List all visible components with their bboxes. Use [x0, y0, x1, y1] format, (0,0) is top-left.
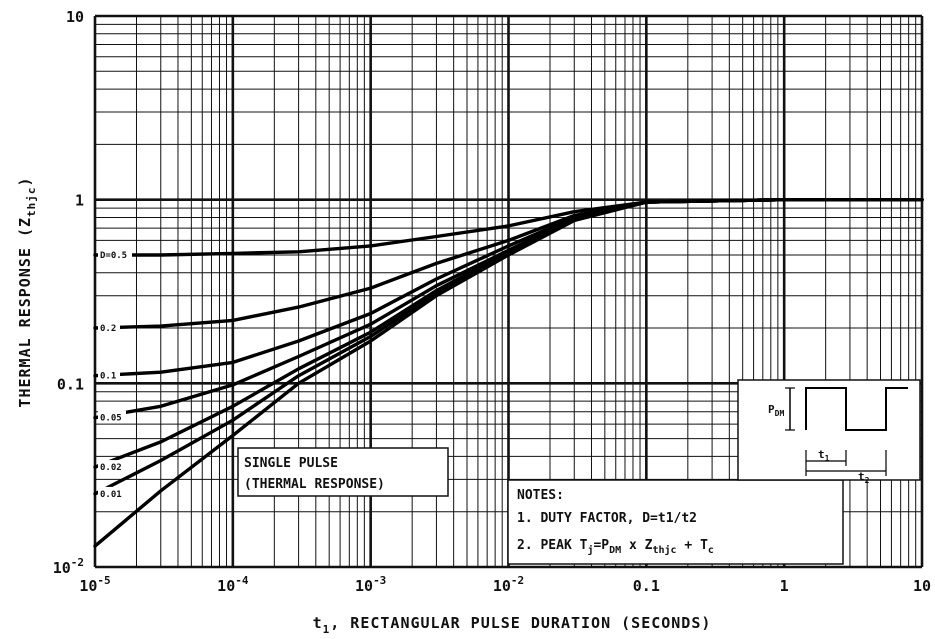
single-pulse-label-line1: SINGLE PULSE: [244, 456, 338, 471]
y-tick-label: 10: [66, 8, 84, 26]
duty-label-bg: [98, 321, 120, 333]
duty-label: 0.02: [100, 463, 122, 473]
x-tick-labels: 10-5 10-4 10-3 10-2 0.1 1 10: [79, 574, 931, 595]
curves: [93, 198, 924, 548]
x-tick-label: 10-3: [355, 574, 386, 595]
x-tick-label: 10-2: [493, 574, 524, 595]
note-1: 1. DUTY FACTOR, D=t1/t2: [517, 511, 697, 526]
t1-label: t1: [818, 448, 830, 463]
notes-title: NOTES:: [517, 488, 564, 503]
pdm-label: PDM: [768, 403, 784, 418]
y-tick-label: 10-2: [53, 556, 84, 577]
duty-label: D=0.5: [100, 251, 127, 261]
x-tick-label: 0.1: [633, 577, 660, 595]
duty-label: 0.05: [100, 414, 122, 424]
single-pulse-label-line2: (THERMAL RESPONSE): [244, 477, 385, 492]
inset-box: [737, 379, 921, 481]
duty-label-bg: [98, 247, 132, 259]
duty-label-bg: [98, 368, 120, 380]
duty-label: 0.01: [100, 490, 122, 500]
duty-factor-labels: D=0.5 0.2 0.1 0.05 0.02 0.01: [98, 247, 132, 500]
x-tick-label: 1: [780, 577, 789, 595]
note-2: 2. PEAK Tj=PDM x Zthjc + Tc: [517, 538, 714, 556]
x-tick-label: 10-5: [79, 574, 110, 595]
pulse-waveform: [805, 387, 908, 431]
duty-label-bg: [98, 410, 126, 422]
y-axis-label: THERMAL RESPONSE (Zthjc): [16, 176, 38, 407]
duty-label: 0.2: [100, 324, 116, 334]
duty-label-bg: [98, 486, 126, 498]
curve-series-6: [93, 198, 924, 548]
y-tick-labels: 10 1 0.1 10-2: [53, 8, 84, 577]
x-tick-label: 10: [913, 577, 931, 595]
duty-label-bg: [98, 460, 126, 472]
x-tick-label: 10-4: [217, 574, 249, 595]
y-tick-label: 1: [75, 192, 84, 210]
t2-label: t2: [858, 470, 870, 485]
pulse-train-inset: PDM t1 t2: [737, 379, 921, 485]
y-tick-label: 0.1: [57, 375, 84, 393]
single-pulse-label-box: [237, 447, 449, 497]
duty-label: 0.1: [100, 372, 116, 382]
notes-box: [507, 479, 844, 565]
x-axis-label: t1, RECTANGULAR PULSE DURATION (SECONDS): [313, 614, 712, 636]
